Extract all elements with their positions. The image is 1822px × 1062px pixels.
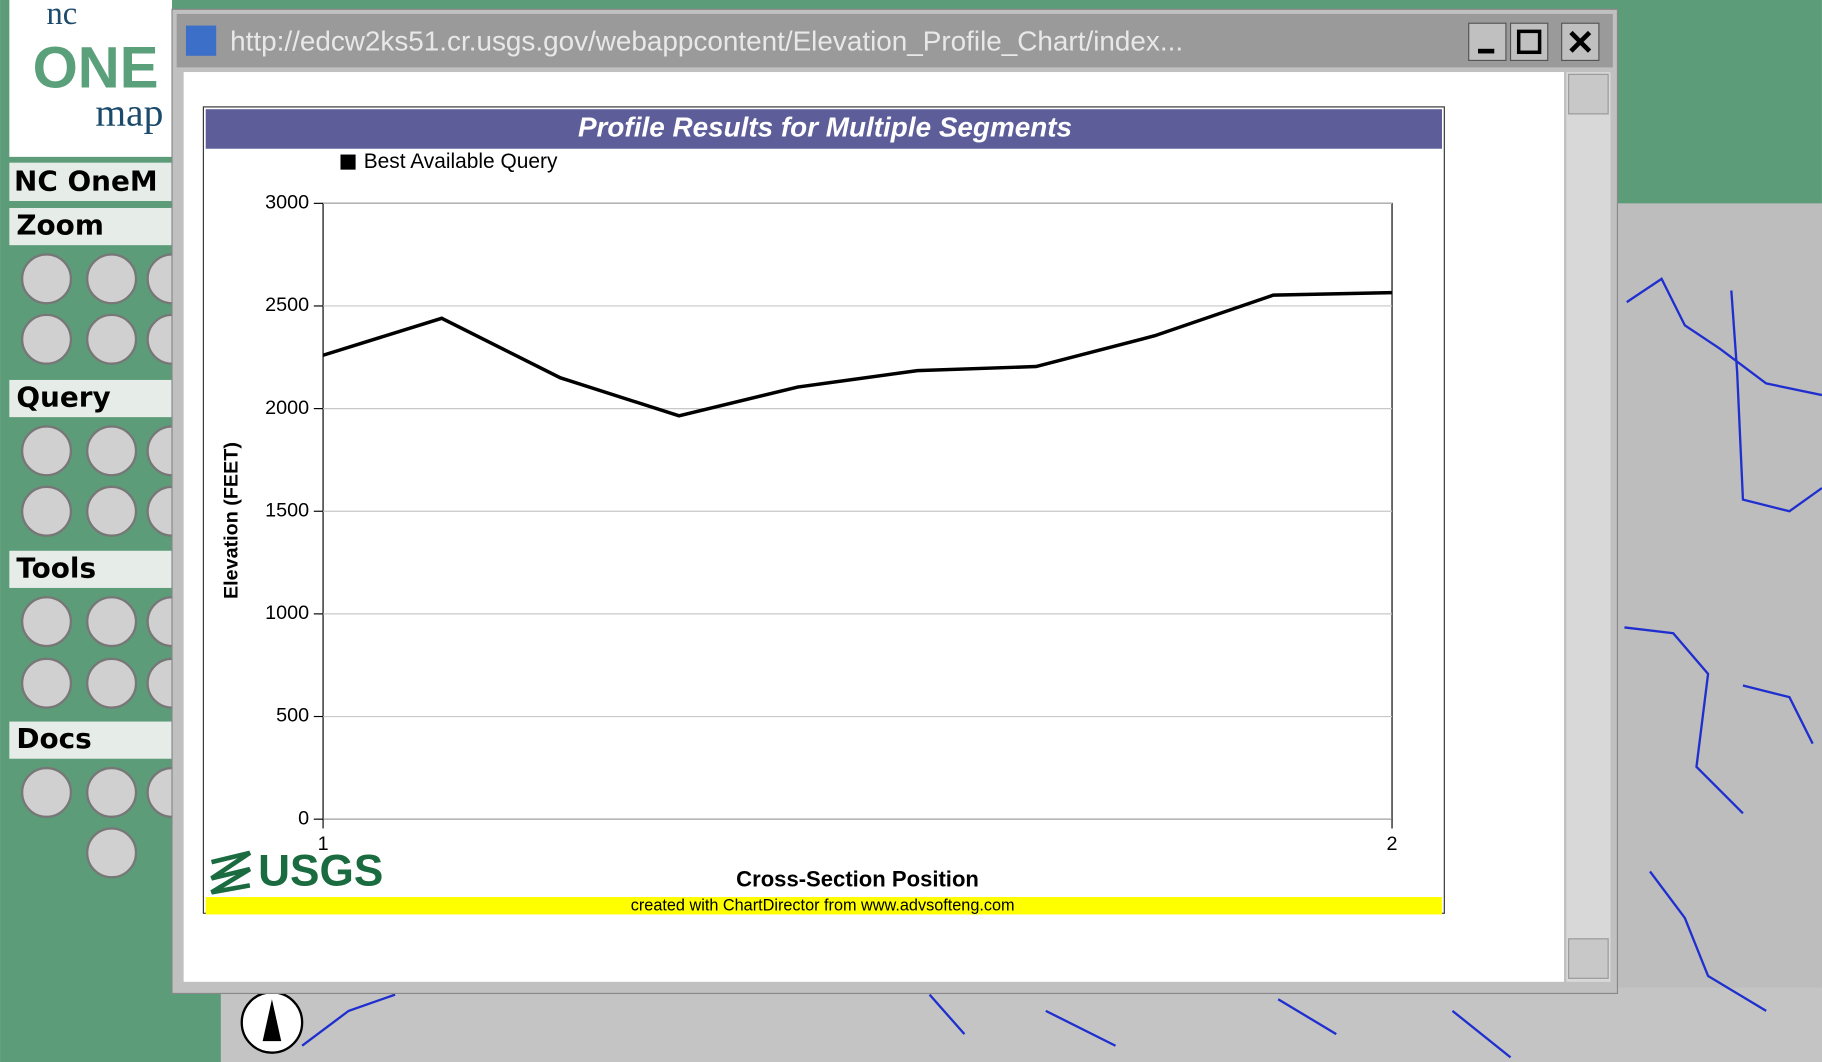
y-tick-label: 2500 [265,294,309,316]
y-tick-label: 3000 [265,192,309,214]
legend-swatch [340,155,355,170]
tool-button[interactable] [22,315,71,364]
tool-button[interactable] [87,487,136,536]
x-tick-label: 2 [1387,833,1398,855]
tool-button[interactable] [87,315,136,364]
minimize-icon [1478,49,1494,54]
map-terrain [1617,203,1821,1062]
screen: nc ONE map NC OneM ZoomQueryToolsDocs ht… [0,0,1822,1062]
y-tick-label: 1500 [265,499,309,521]
scroll-down[interactable] [1569,939,1609,979]
scrollbar[interactable] [1566,72,1610,982]
sidebar-section: Query [16,381,110,414]
x-tick-label: 1 [318,833,329,855]
tool-button[interactable] [22,597,71,646]
tool-button[interactable] [22,254,71,303]
logo-text: map [95,90,163,134]
logo-text: nc [47,0,78,32]
sidebar-section: Tools [16,551,96,584]
tool-button[interactable] [22,487,71,536]
y-axis-title: Elevation (FEET) [221,442,243,599]
tool-button[interactable] [22,659,71,708]
credit-text: created with ChartDirector from www.advs… [631,897,1015,915]
browser-icon [186,26,216,56]
y-tick-label: 2000 [265,397,309,419]
map-terrain [221,988,1822,1062]
tool-button[interactable] [87,768,136,817]
page: nc ONE map NC OneM ZoomQueryToolsDocs ht… [0,0,1822,1062]
tool-button[interactable] [87,426,136,475]
sidebar-section: Docs [16,722,91,755]
tool-button[interactable] [87,597,136,646]
sidebar-title: NC OneM [14,164,158,197]
tool-button[interactable] [87,254,136,303]
y-tick-label: 500 [276,705,309,727]
tool-button[interactable] [87,659,136,708]
y-tick-label: 1000 [265,602,309,624]
minimize-button[interactable] [1469,23,1506,60]
sidebar-section: Zoom [16,209,104,242]
maximize-button[interactable] [1511,23,1548,60]
window-url: http://edcw2ks51.cr.usgs.gov/webappconte… [230,25,1183,56]
scroll-up[interactable] [1569,74,1609,114]
x-axis-title: Cross-Section Position [736,867,979,892]
y-tick-label: 0 [298,807,309,829]
tool-button[interactable] [22,768,71,817]
tool-button[interactable] [22,426,71,475]
legend-label: Best Available Query [364,150,558,173]
tool-button[interactable] [87,828,136,877]
chart-title: Profile Results for Multiple Segments [578,111,1072,142]
